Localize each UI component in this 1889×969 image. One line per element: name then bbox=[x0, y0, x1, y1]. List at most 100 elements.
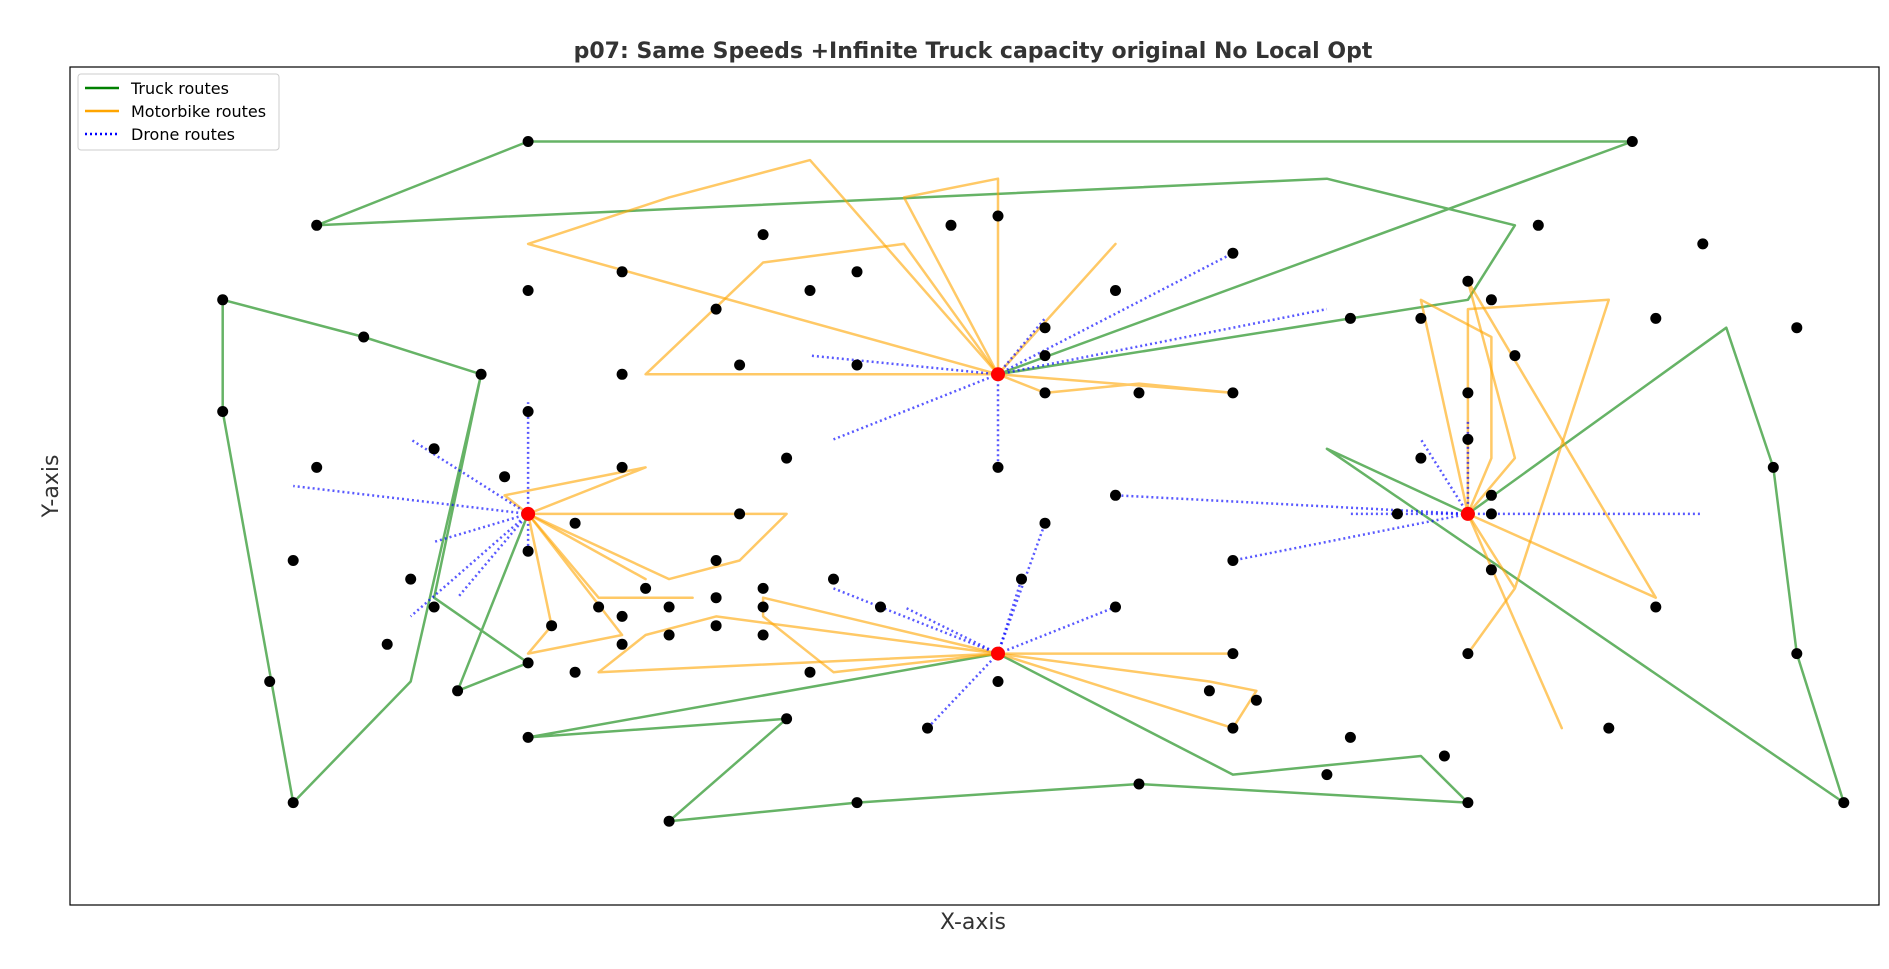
customer-point-100 bbox=[1462, 648, 1474, 660]
depot-points bbox=[521, 367, 1475, 661]
drone-route-10 bbox=[433, 512, 529, 544]
customer-point-32 bbox=[522, 285, 534, 296]
motorbike-route-6 bbox=[527, 512, 788, 581]
customer-point-77 bbox=[828, 573, 839, 585]
drone-route-19 bbox=[926, 652, 999, 729]
drone-route-18 bbox=[997, 605, 1116, 655]
depot-point-4 bbox=[991, 646, 1005, 661]
customer-point-51 bbox=[428, 443, 440, 455]
customer-point-4 bbox=[358, 331, 370, 343]
customer-point-48 bbox=[781, 452, 793, 464]
customer-point-52 bbox=[311, 461, 323, 473]
customer-point-57 bbox=[710, 555, 722, 566]
customer-point-3 bbox=[217, 294, 229, 306]
depot-point-3 bbox=[1460, 506, 1475, 521]
customer-point-61 bbox=[522, 545, 534, 557]
drone-route-17 bbox=[996, 578, 1023, 654]
customer-point-85 bbox=[1203, 685, 1215, 697]
customer-point-72 bbox=[757, 629, 769, 641]
customer-point-67 bbox=[593, 601, 605, 613]
drone-route-4 bbox=[809, 354, 999, 376]
customer-point-11 bbox=[1626, 136, 1638, 147]
customer-point-29 bbox=[781, 713, 793, 725]
customer-point-79 bbox=[1039, 517, 1051, 529]
customer-point-18 bbox=[1767, 461, 1779, 473]
customer-point-93 bbox=[1462, 387, 1474, 399]
customer-point-68 bbox=[569, 666, 581, 678]
customer-point-21 bbox=[1344, 731, 1356, 743]
customer-point-87 bbox=[1227, 722, 1239, 734]
customer-point-16 bbox=[1697, 238, 1709, 250]
motorbike-route-8 bbox=[526, 513, 624, 655]
drone-route-16 bbox=[996, 522, 1047, 655]
customer-point-38 bbox=[1110, 285, 1121, 296]
motorbike-routes bbox=[503, 158, 1658, 730]
drone-route-3 bbox=[997, 317, 1046, 376]
legend-label-truck: Truck routes bbox=[130, 79, 229, 98]
customer-point-49 bbox=[992, 461, 1004, 473]
customer-point-10 bbox=[287, 797, 299, 809]
motorbike-route-7 bbox=[503, 466, 647, 516]
customer-point-65 bbox=[428, 601, 440, 613]
x-axis-label: X-axis bbox=[940, 910, 1006, 935]
customer-point-91 bbox=[1415, 452, 1427, 464]
customer-point-1 bbox=[522, 136, 534, 147]
customer-point-80 bbox=[1016, 573, 1027, 585]
customer-point-12 bbox=[1532, 219, 1544, 231]
depot-point-2 bbox=[991, 367, 1005, 382]
customer-point-34 bbox=[710, 303, 722, 315]
depot-point-1 bbox=[521, 506, 536, 521]
customer-point-17 bbox=[1791, 322, 1803, 334]
legend: Truck routes Motorbike routes Drone rout… bbox=[77, 73, 280, 151]
customer-point-30 bbox=[757, 229, 769, 241]
customer-point-70 bbox=[710, 592, 722, 604]
customer-point-74 bbox=[663, 601, 675, 613]
chart-title: p07: Same Speeds +Infinite Truck capacit… bbox=[574, 39, 1373, 64]
customer-point-54 bbox=[569, 517, 581, 529]
customer-point-23 bbox=[1438, 750, 1450, 762]
customer-point-50 bbox=[522, 406, 534, 417]
customer-point-28 bbox=[522, 731, 534, 743]
customer-point-43 bbox=[1039, 387, 1051, 399]
customer-point-75 bbox=[757, 601, 769, 613]
customer-point-14 bbox=[1485, 508, 1497, 520]
customer-point-99 bbox=[1485, 564, 1497, 576]
customer-point-55 bbox=[616, 461, 628, 473]
motorbike-route-10 bbox=[527, 512, 647, 581]
customer-point-95 bbox=[1415, 312, 1427, 324]
customer-point-39 bbox=[616, 368, 628, 380]
customer-point-66 bbox=[381, 638, 393, 650]
customer-point-40 bbox=[851, 359, 863, 371]
motorbike-route-11 bbox=[761, 596, 999, 674]
customer-point-73 bbox=[710, 620, 722, 632]
customer-point-45 bbox=[1227, 247, 1239, 259]
customer-point-83 bbox=[922, 722, 933, 734]
customer-point-76 bbox=[804, 666, 816, 678]
customer-point-81 bbox=[1110, 601, 1121, 613]
drone-route-20 bbox=[1115, 494, 1468, 516]
customer-point-26 bbox=[851, 797, 863, 809]
customer-point-44 bbox=[1227, 387, 1239, 399]
customer-point-89 bbox=[1227, 555, 1239, 566]
motorbike-route-4 bbox=[997, 242, 1117, 376]
motorbike-route-15 bbox=[1466, 298, 1611, 655]
customer-point-20 bbox=[1838, 797, 1850, 809]
customer-point-24 bbox=[1462, 797, 1474, 809]
drone-route-11 bbox=[409, 512, 529, 618]
customer-point-71 bbox=[757, 582, 769, 594]
motorbike-route-14 bbox=[997, 652, 1258, 730]
motorbike-route-18 bbox=[1466, 513, 1564, 730]
y-axis-label: Y-axis bbox=[39, 455, 64, 519]
customer-point-64 bbox=[405, 573, 417, 585]
customer-point-42 bbox=[1133, 387, 1145, 399]
customer-point-37 bbox=[992, 210, 1004, 222]
customer-point-63 bbox=[522, 657, 534, 669]
customer-point-90 bbox=[1391, 508, 1403, 520]
legend-box bbox=[77, 73, 280, 151]
customer-point-13 bbox=[1485, 294, 1497, 306]
customer-point-19 bbox=[1791, 648, 1803, 660]
customer-point-97 bbox=[1650, 312, 1662, 324]
customer-point-96 bbox=[1509, 350, 1521, 362]
drone-route-12 bbox=[456, 513, 530, 599]
